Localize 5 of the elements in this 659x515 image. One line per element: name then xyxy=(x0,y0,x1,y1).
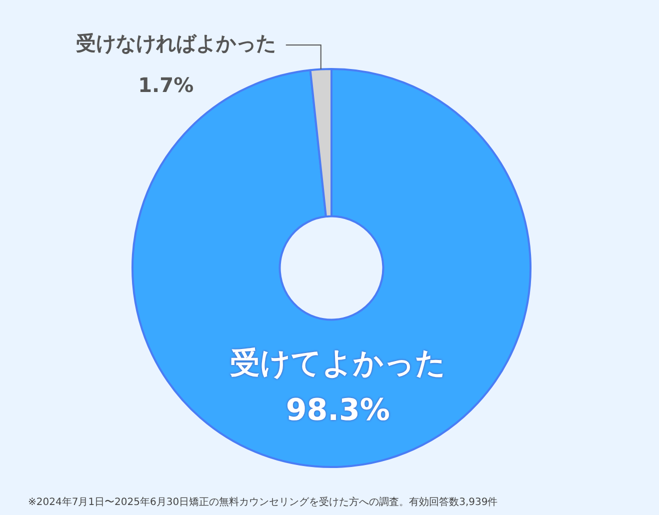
data-label: 1.7% xyxy=(138,73,194,98)
text: ※2024年7月1日〜2025年6月30日矯正の無料カウンセリングを受けた方への調査。有効回答数3,939件 xyxy=(28,496,498,509)
data-label: 98.3% xyxy=(286,393,390,428)
slice-label: 受けてよかった xyxy=(230,346,446,382)
slice-label: 受けなければよかった xyxy=(76,31,276,56)
